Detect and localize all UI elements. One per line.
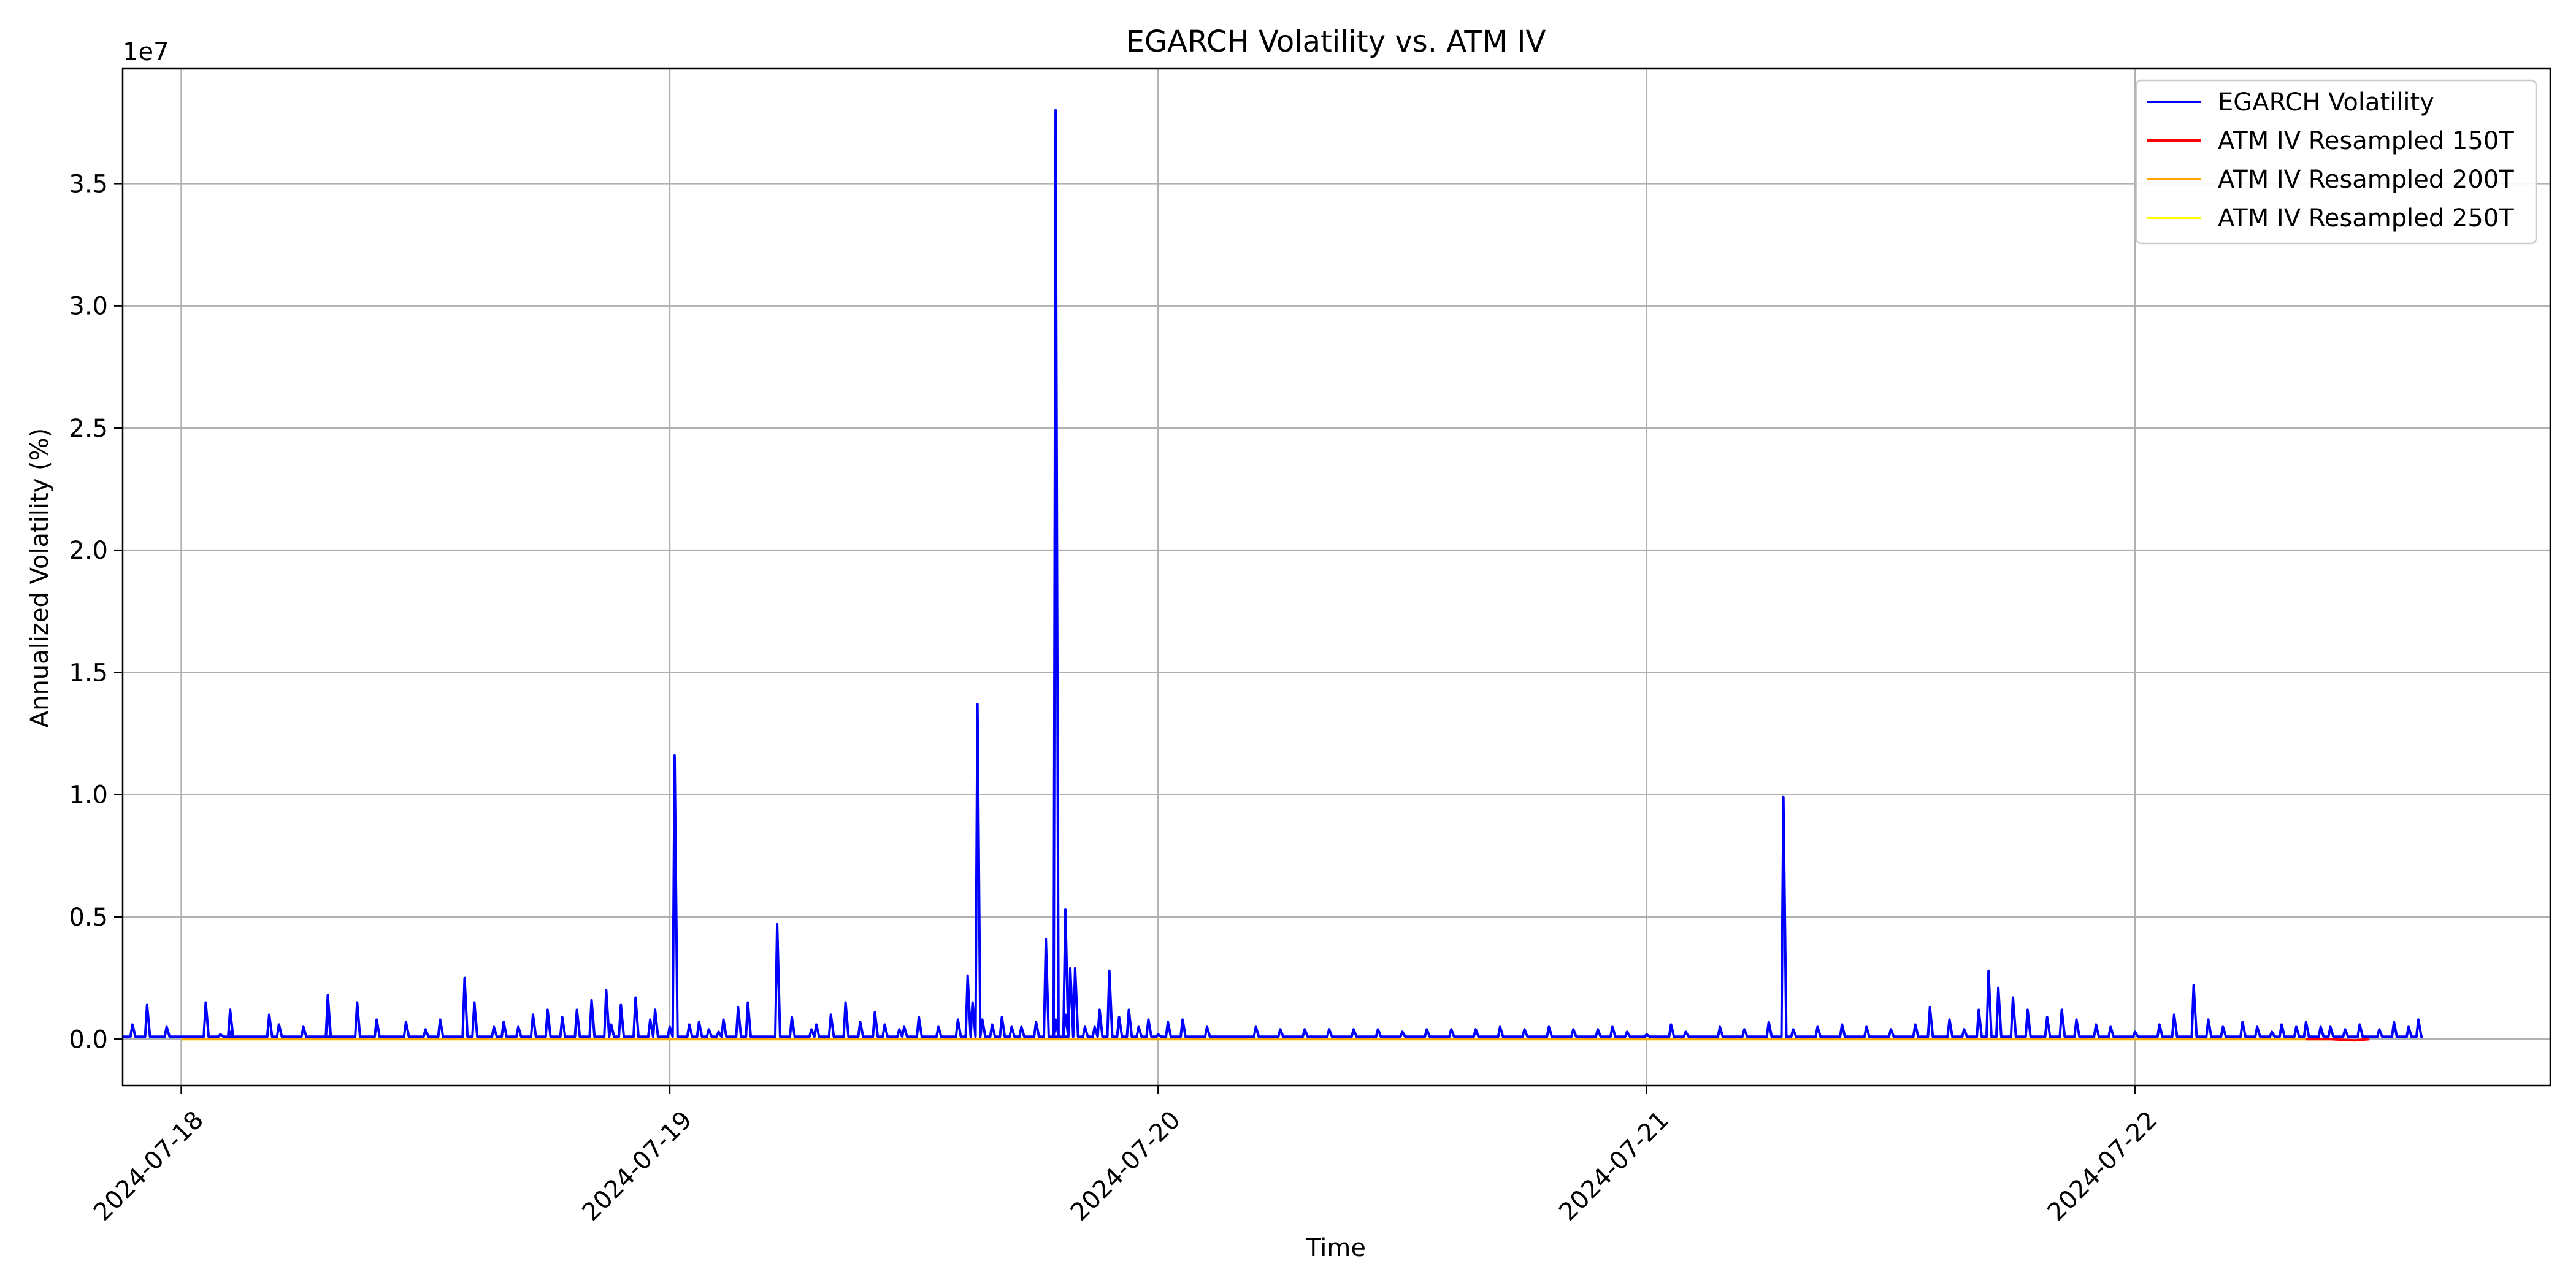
legend-box bbox=[2135, 79, 2537, 245]
grid bbox=[123, 69, 2550, 1086]
legend-label: ATM IV Resampled 200T bbox=[2218, 166, 2514, 194]
legend: EGARCH Volatility ATM IV Resampled 150T AT… bbox=[2135, 79, 2537, 245]
y-tick-label: 1.0 bbox=[69, 781, 108, 810]
series-layer bbox=[123, 109, 2423, 1042]
series-line bbox=[123, 109, 2423, 1038]
y-offset-label: 1e7 bbox=[123, 38, 169, 66]
y-axis-label: Annualized Volatility (%) bbox=[26, 428, 54, 728]
y-tick-label: 2.5 bbox=[69, 415, 108, 443]
y-tick-label: 0.5 bbox=[69, 903, 108, 932]
y-tick-label: 3.0 bbox=[69, 293, 108, 321]
y-tick-label: 2.0 bbox=[69, 537, 108, 565]
y-tick-label: 3.5 bbox=[69, 170, 108, 198]
series-line bbox=[2306, 1038, 2370, 1042]
legend-label: ATM IV Resampled 250T bbox=[2218, 204, 2514, 232]
y-tick-label: 1.5 bbox=[69, 659, 108, 687]
legend-label: ATM IV Resampled 150T bbox=[2218, 127, 2514, 155]
plot-frame bbox=[121, 67, 2551, 1087]
legend-label: EGARCH Volatility bbox=[2218, 88, 2434, 117]
y-tick-label: 0.0 bbox=[69, 1025, 108, 1054]
chart-title: EGARCH Volatility vs. ATM IV bbox=[1126, 25, 1546, 59]
x-axis-label: Time bbox=[1305, 1234, 1366, 1262]
